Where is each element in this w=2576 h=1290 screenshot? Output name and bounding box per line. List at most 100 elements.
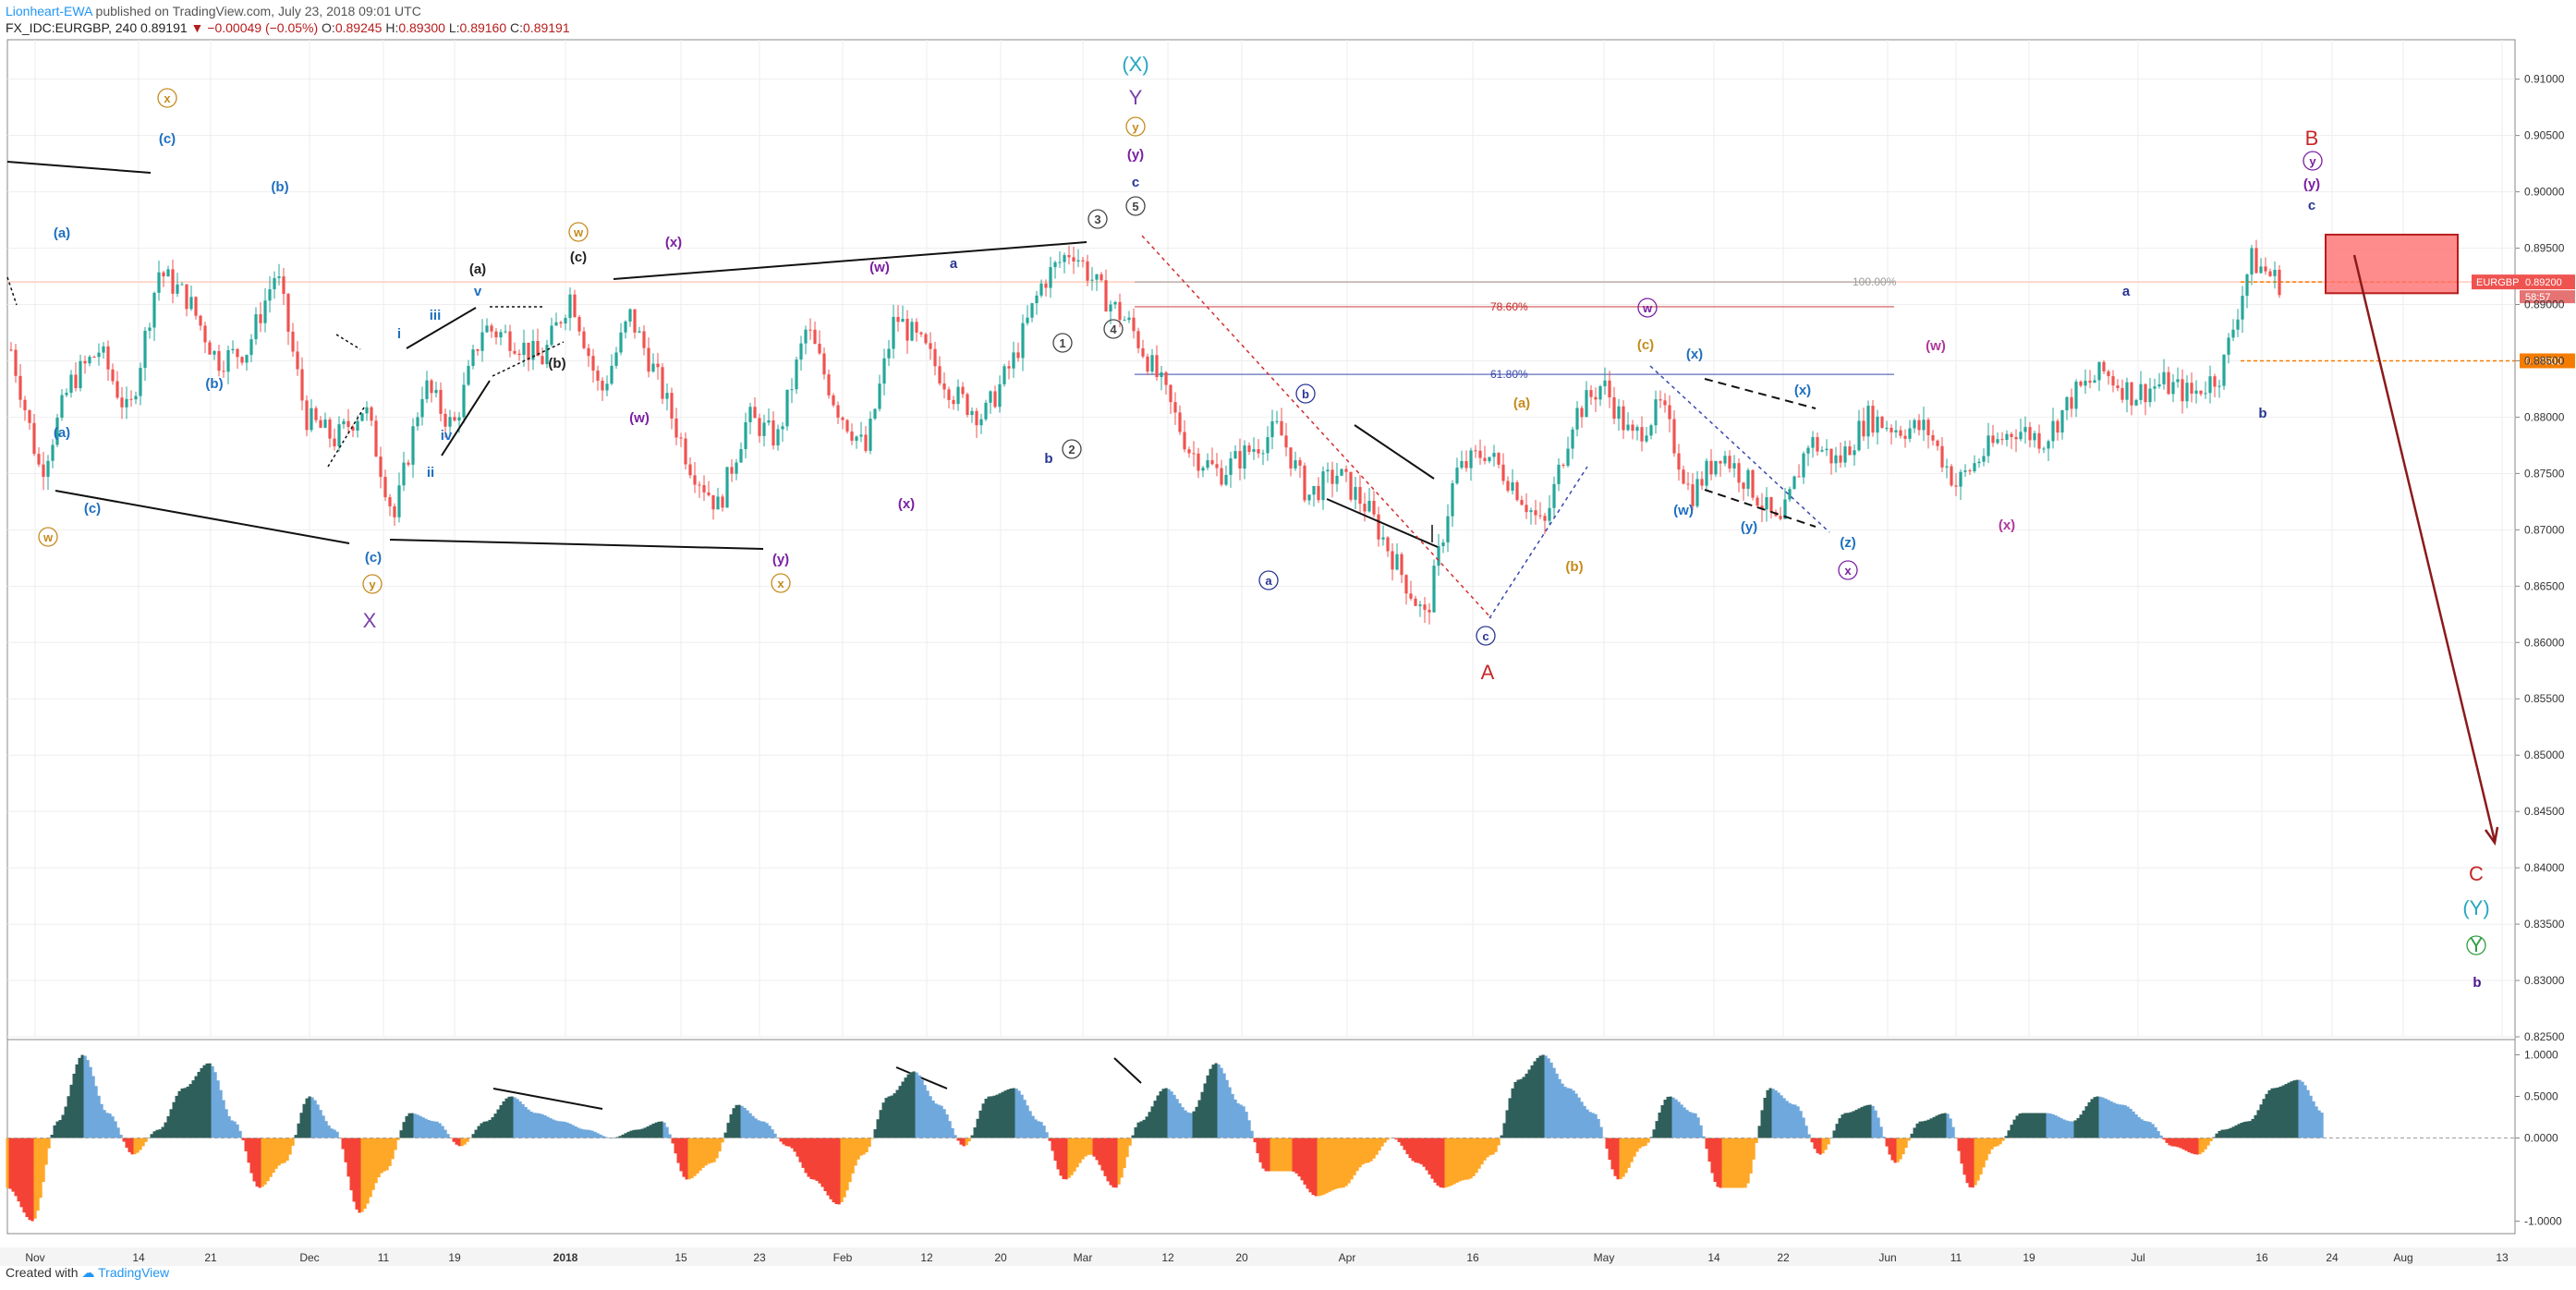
osc-bar: [1042, 1126, 1046, 1138]
osc-bar: [1782, 1098, 1786, 1138]
osc-bar: [1053, 1138, 1057, 1162]
osc-bar: [1206, 1075, 1209, 1138]
osc-bar: [1084, 1138, 1088, 1157]
osc-bar: [759, 1121, 763, 1138]
wave-label: (b): [548, 356, 565, 371]
candle-body: [268, 289, 272, 301]
candle-body: [933, 348, 937, 367]
trend-line: [492, 1088, 603, 1110]
wave-label: (w): [629, 410, 650, 426]
osc-bar: [2134, 1114, 2138, 1138]
osc-bar: [2306, 1089, 2310, 1138]
osc-bar: [1286, 1138, 1290, 1172]
osc-bar: [2096, 1096, 2099, 1138]
osc-bar: [1214, 1063, 1218, 1138]
author-link[interactable]: Lionheart-EWA: [6, 4, 92, 18]
candle-body: [772, 420, 775, 446]
candle-body: [698, 484, 701, 486]
candle-body: [2208, 376, 2212, 394]
wave-label: 3: [1094, 213, 1100, 226]
osc-bar: [1525, 1073, 1528, 1138]
candle-body: [767, 420, 771, 423]
osc-bar: [1555, 1073, 1559, 1138]
candle-body: [1298, 460, 1302, 466]
osc-bar: [1971, 1138, 1975, 1188]
osc-bar: [1788, 1102, 1792, 1138]
osc-bar: [125, 1138, 128, 1149]
candle-body: [2047, 441, 2050, 449]
osc-bar: [1333, 1138, 1337, 1189]
candle-body: [259, 314, 262, 323]
osc-bar: [1400, 1138, 1403, 1146]
candle-body: [1589, 390, 1593, 397]
candle-body: [462, 384, 466, 418]
osc-bar: [2035, 1113, 2038, 1138]
osc-bar: [1696, 1117, 1700, 1138]
tradingview-link[interactable]: TradingView: [98, 1265, 170, 1280]
tradingview-logo-icon: ☁: [81, 1265, 95, 1280]
candle-body: [1012, 352, 1015, 369]
candle-body: [180, 284, 184, 286]
osc-bar: [119, 1134, 123, 1138]
time-tick-label: 24: [2326, 1251, 2339, 1264]
candle-body: [2130, 382, 2133, 406]
osc-bar: [211, 1065, 214, 1138]
osc-bar: [191, 1080, 195, 1138]
candle-body: [79, 360, 82, 389]
candle-body: [1977, 461, 1981, 464]
fib-level-label: 61.80%: [1490, 368, 1528, 381]
candle-body: [1289, 447, 1293, 469]
time-tick-label: 20: [1235, 1251, 1248, 1264]
candle-body: [527, 342, 530, 360]
osc-bar: [2162, 1138, 2166, 1140]
osc-bar: [1780, 1095, 1783, 1138]
candle-body: [226, 350, 230, 372]
candle-body: [1284, 435, 1288, 448]
osc-bar: [1599, 1126, 1603, 1138]
osc-bar: [1987, 1138, 1991, 1154]
wave-label-circle: [1088, 209, 1108, 229]
candle-body: [1164, 371, 1168, 385]
candle-body: [989, 391, 992, 403]
osc-bar: [638, 1129, 641, 1138]
candle-body: [508, 331, 512, 351]
candle-body: [693, 475, 697, 485]
osc-bar: [1688, 1112, 1692, 1138]
candle-body: [1030, 303, 1034, 318]
candle-body: [453, 417, 456, 421]
osc-bar: [158, 1129, 162, 1138]
osc-bar: [2248, 1121, 2252, 1138]
candle-body: [69, 374, 73, 394]
candle-body: [2264, 266, 2267, 272]
osc-bar: [965, 1138, 968, 1146]
candle-body: [781, 426, 784, 430]
osc-bar: [1646, 1138, 1650, 1143]
osc-bar: [2032, 1113, 2035, 1138]
osc-bar: [1993, 1138, 1997, 1147]
candle-body: [1118, 301, 1122, 321]
candle-body: [1469, 450, 1473, 469]
osc-bar: [1804, 1126, 1808, 1138]
osc-bar: [1390, 1138, 1392, 1139]
osc-bar: [1660, 1104, 1664, 1138]
candle-body: [2181, 379, 2184, 402]
osc-bar: [557, 1121, 561, 1138]
osc-bar: [1957, 1138, 1961, 1151]
wave-label-circle: [1062, 439, 1082, 459]
osc-bar: [1306, 1138, 1309, 1189]
osc-bar: [873, 1129, 877, 1138]
candle-body: [102, 346, 105, 353]
osc-bar: [1403, 1138, 1406, 1150]
osc-bar: [1727, 1138, 1731, 1188]
osc-bar: [1990, 1138, 1994, 1150]
osc-bar: [1763, 1097, 1767, 1138]
candle-body: [827, 374, 831, 396]
wave-label: (x): [1794, 383, 1811, 398]
price-chart[interactable]: 100.00%78.60%61.80%EURGBP 0.8920058:570.8…: [0, 37, 2576, 1266]
candle-body: [444, 413, 447, 427]
candle-body: [240, 357, 244, 363]
osc-bar: [590, 1130, 594, 1138]
osc-bar: [360, 1138, 364, 1212]
osc-bar: [410, 1113, 414, 1138]
candle-body: [60, 395, 64, 419]
